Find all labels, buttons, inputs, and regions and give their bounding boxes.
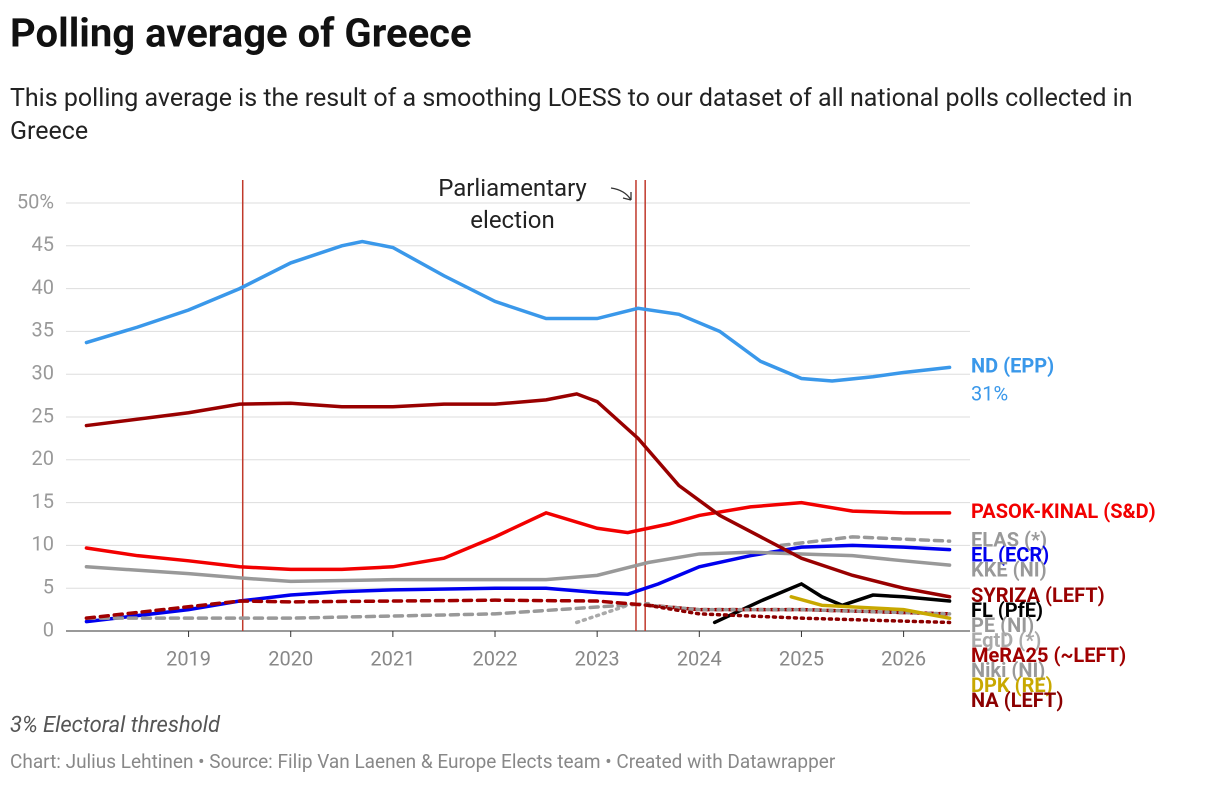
series-label: DPK (RE) [971, 673, 1053, 697]
series-line [84, 550, 952, 584]
note: 3% Electoral threshold [10, 713, 221, 738]
series-label: ELAS (*) [971, 527, 1047, 551]
x-tick-label: 2026 [881, 646, 926, 670]
series-label: EgtD (*) [971, 628, 1041, 652]
series-line [84, 601, 650, 620]
series-line [712, 581, 952, 625]
series-label: NA (LEFT) [971, 688, 1063, 712]
series-label: SYRIZA (LEFT) [971, 583, 1105, 607]
x-tick-label: 2022 [473, 646, 518, 670]
series-label: Niki (NI) [971, 658, 1045, 682]
y-tick-label: 20 [32, 446, 54, 470]
annotation-arrow [610, 187, 632, 201]
y-tick-label: 0 [43, 617, 54, 641]
x-tick-label: 2023 [575, 646, 620, 670]
y-tick-label: 45 [32, 232, 54, 256]
x-tick-label: 2019 [166, 646, 211, 670]
series-label: FL (PfE) [971, 598, 1043, 622]
series-label: PE (NI) [971, 613, 1034, 637]
y-tick-label: 5 [43, 574, 54, 598]
y-tick-label: 15 [32, 489, 54, 513]
y-tick-label: 40 [32, 275, 54, 299]
series-label: EL (ECR) [971, 542, 1049, 566]
y-tick-label: 25 [32, 403, 54, 427]
series-label: MeRA25 (~LEFT) [971, 643, 1126, 667]
x-tick-label: 2024 [677, 646, 722, 670]
x-tick-label: 2025 [779, 646, 824, 670]
series-line [84, 598, 952, 620]
x-tick-label: 2021 [370, 646, 415, 670]
y-tick-label: 50% [17, 189, 54, 213]
series-label: ND (EPP) [971, 354, 1054, 378]
series-line [84, 543, 952, 624]
series-line [789, 595, 952, 620]
series-label: KKE (NI) [971, 557, 1047, 581]
series-line [84, 392, 952, 599]
series-line [779, 535, 952, 548]
series-line [84, 239, 952, 383]
series-line [84, 500, 952, 572]
series-label: PASOK-KINAL (S&D) [971, 499, 1156, 523]
x-tick-label: 2020 [268, 646, 313, 670]
chart-title: Polling average of Greece [10, 10, 472, 57]
series-line [646, 603, 952, 616]
annotation: Parliamentary election [438, 174, 587, 234]
y-tick-label: 10 [32, 532, 54, 556]
y-tick-label: 30 [32, 360, 54, 384]
value-label: 31% [971, 382, 1008, 406]
series-line [574, 603, 630, 625]
credit: Chart: Julius Lehtinen • Source: Filip V… [10, 750, 836, 773]
subtitle: This polling average is the result of a … [10, 84, 1133, 146]
y-tick-label: 35 [32, 318, 54, 342]
